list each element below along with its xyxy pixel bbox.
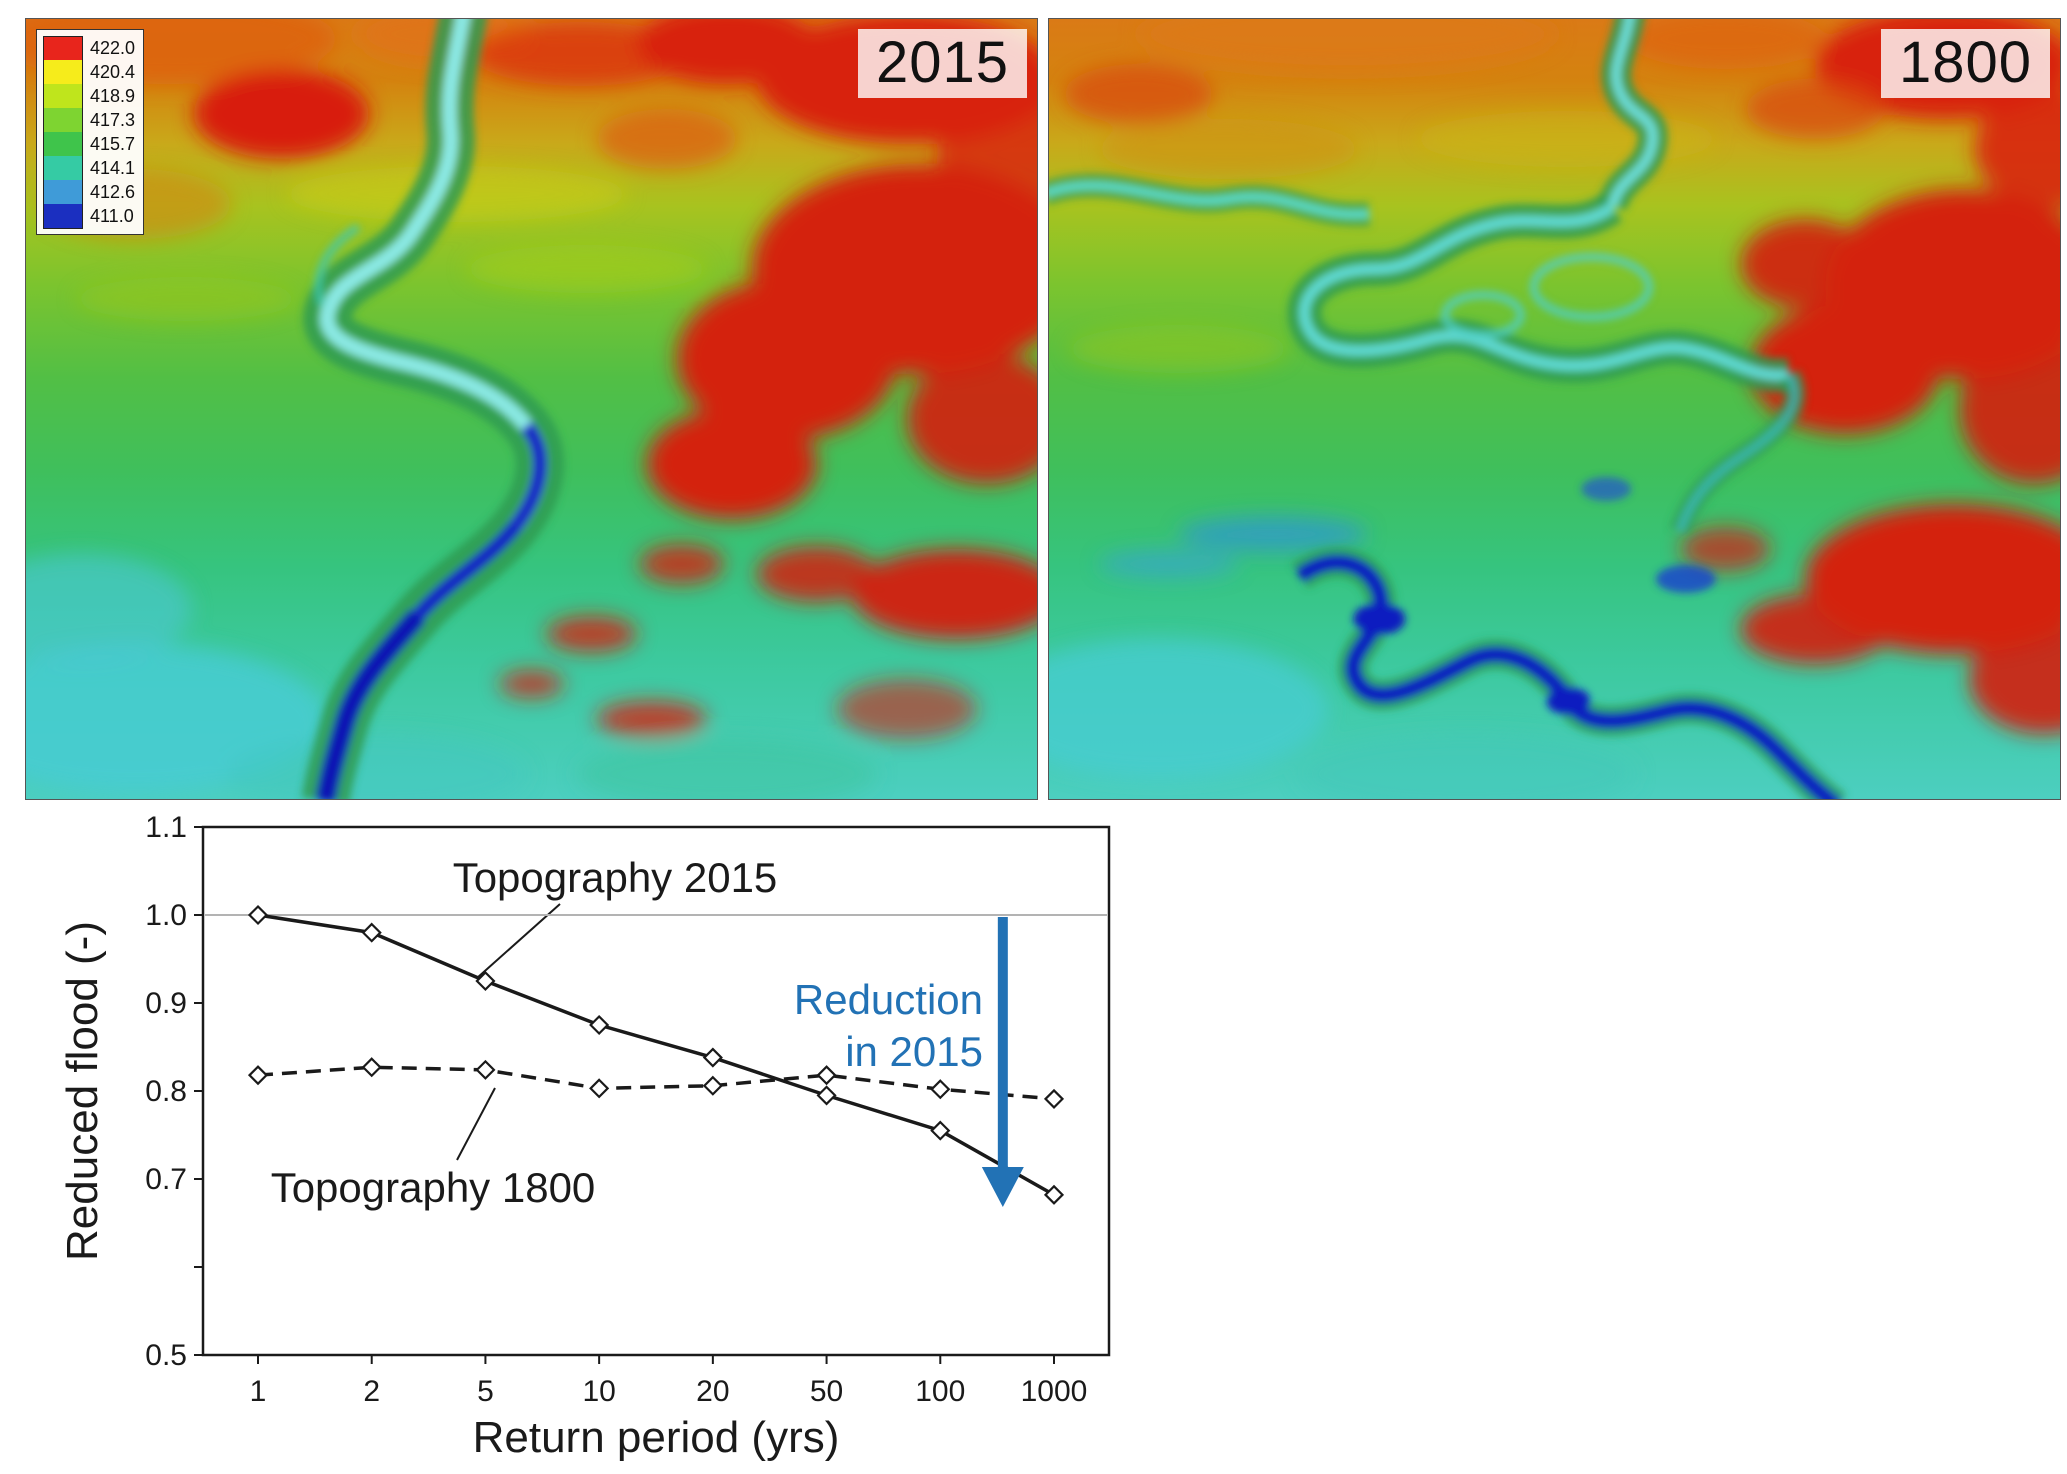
data-marker xyxy=(589,1014,610,1036)
channel-pool xyxy=(1655,565,1716,593)
legend-color-swatch xyxy=(43,35,83,61)
river-channel-entry xyxy=(1607,19,1658,209)
legend-color-swatch xyxy=(43,156,83,180)
data-marker xyxy=(702,1047,723,1068)
legend-entry: 417.3 xyxy=(43,108,135,132)
x-tick-label: 20 xyxy=(696,1375,729,1408)
elevation-map-2015 xyxy=(26,19,1037,799)
channel-pool xyxy=(1353,603,1406,635)
series-2015-leader-line xyxy=(476,903,561,979)
legend-color-swatch xyxy=(43,180,83,204)
legend-value: 422.0 xyxy=(90,37,136,58)
river-1800 xyxy=(1049,19,1847,799)
legend-value: 420.4 xyxy=(90,61,136,82)
legend-entry: 415.7 xyxy=(43,132,135,156)
channel-pool xyxy=(1581,477,1632,501)
y-tick-label: 1.1 xyxy=(145,811,187,844)
legend-entry: 414.1 xyxy=(43,156,135,180)
legend-entry: 411.0 xyxy=(43,203,135,229)
chart-canvas: Reduced flood (-) Return period (yrs) To… xyxy=(58,811,1111,1462)
data-marker xyxy=(1043,1184,1065,1205)
legend-color-swatch xyxy=(43,60,83,84)
elevation-legend: 422.0 420.4 418.9 417.3 415.7 414.1 412.6 411.0 xyxy=(36,29,145,235)
legend-value: 417.3 xyxy=(90,109,136,130)
legend-color-swatch xyxy=(43,84,83,108)
x-tick-label: 1 xyxy=(250,1375,267,1408)
river-2015 xyxy=(301,19,564,799)
series-line-1800 xyxy=(257,1065,1055,1101)
y-tick-label: 1.0 xyxy=(145,899,187,932)
data-marker xyxy=(816,1085,837,1106)
legend-entry: 422.0 xyxy=(43,35,136,61)
legend-value: 411.0 xyxy=(90,205,134,226)
oxbow-loop xyxy=(1529,253,1654,321)
series-label-2015: Topography 2015 xyxy=(453,854,778,901)
left-stream-channel xyxy=(1049,181,1370,220)
series-label-1800: Topography 1800 xyxy=(271,1164,596,1211)
legend-value: 412.6 xyxy=(90,181,136,202)
annotation-line2: in 2015 xyxy=(845,1028,983,1075)
data-marker xyxy=(1043,1088,1065,1109)
channel-pool xyxy=(1546,687,1591,715)
elevation-maps-row: 422.0 420.4 418.9 417.3 415.7 414.1 412.6 411.0… xyxy=(25,18,2061,800)
meander-channel xyxy=(1299,202,1790,381)
y-axis-title: Reduced flood (-) xyxy=(58,921,107,1261)
legend-entry: 412.6 xyxy=(43,180,135,204)
data-marker xyxy=(475,970,496,992)
legend-color-swatch xyxy=(43,108,83,132)
data-marker xyxy=(930,1079,951,1100)
data-marker xyxy=(930,1120,951,1141)
data-marker xyxy=(361,922,382,943)
x-tick-label: 100 xyxy=(915,1375,965,1408)
oxbow-trace xyxy=(314,223,361,307)
terrain-patches xyxy=(26,19,1037,799)
plot-frame xyxy=(201,825,1111,1357)
year-badge-2015: 2015 xyxy=(857,29,1027,98)
legend-value: 418.9 xyxy=(90,85,136,106)
annotation-line1: Reduction xyxy=(794,976,983,1023)
data-marker xyxy=(816,1065,837,1086)
year-badge-1800: 1800 xyxy=(1880,29,2050,98)
x-axis-title: Return period (yrs) xyxy=(473,1413,840,1462)
oxbow-loop xyxy=(1441,291,1525,339)
map-panel-2015: 422.0 420.4 418.9 417.3 415.7 414.1 412.6 411.0… xyxy=(25,18,1038,800)
legend-value: 414.1 xyxy=(90,157,136,178)
river-channel-upper xyxy=(319,19,548,531)
legend-entry: 420.4 xyxy=(43,60,135,84)
x-tick-label: 2 xyxy=(363,1375,380,1408)
map-panel-1800: 1800 xyxy=(1048,18,2061,800)
elevation-map-1800 xyxy=(1049,19,2060,799)
river-channel-deep xyxy=(315,609,425,799)
legend-color-swatch xyxy=(43,132,83,156)
data-marker xyxy=(247,1065,269,1086)
legend-value: 415.7 xyxy=(90,133,136,154)
y-tick-label: 0.8 xyxy=(145,1075,187,1108)
connector-channel xyxy=(1676,373,1799,533)
data-marker xyxy=(475,1059,496,1080)
legend-color-swatch xyxy=(43,203,83,229)
data-marker xyxy=(247,904,269,926)
x-tick-label: 5 xyxy=(477,1375,494,1408)
y-tick-label: 0.7 xyxy=(145,1163,187,1196)
series-1800-leader-line xyxy=(456,1087,496,1161)
legend-entry: 418.9 xyxy=(43,84,135,108)
y-tick-label: 0.5 xyxy=(145,1339,187,1372)
data-marker xyxy=(702,1075,723,1096)
x-tick-label: 50 xyxy=(810,1375,843,1408)
x-tick-label: 10 xyxy=(582,1375,615,1408)
flood-reduction-chart: Reduced flood (-) Return period (yrs) To… xyxy=(55,800,1205,1465)
series-line-2015 xyxy=(257,913,1055,1197)
y-tick-label: 0.9 xyxy=(145,987,187,1020)
x-tick-label: 1000 xyxy=(1021,1375,1088,1408)
data-marker xyxy=(589,1078,610,1099)
data-marker xyxy=(361,1057,382,1078)
reduction-arrow-head xyxy=(981,1167,1024,1207)
